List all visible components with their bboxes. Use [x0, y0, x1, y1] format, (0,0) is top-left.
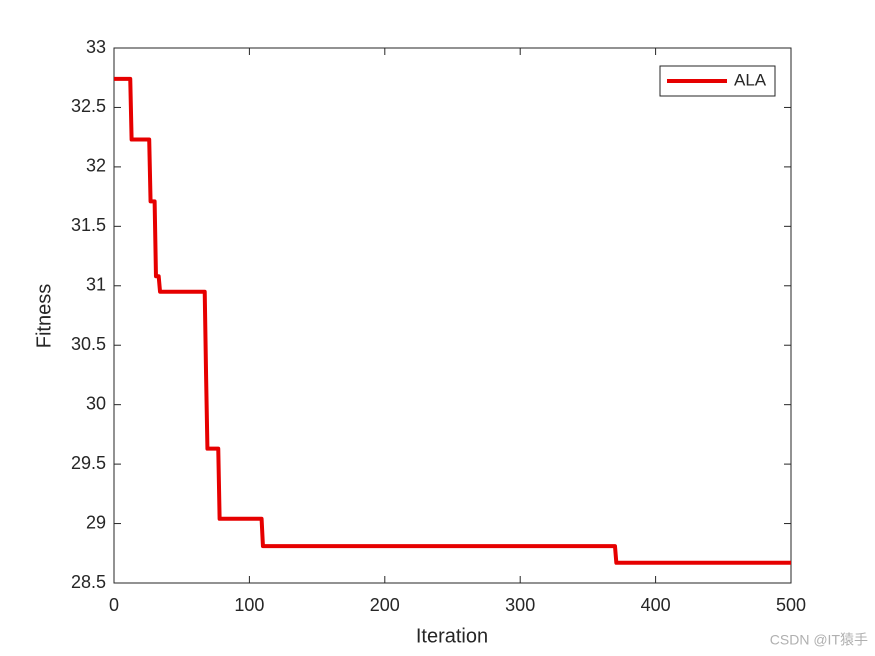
y-tick-label: 31: [86, 275, 106, 295]
x-tick-label: 500: [776, 595, 806, 615]
y-tick-label: 33: [86, 37, 106, 57]
y-tick-label: 29: [86, 512, 106, 532]
plot-frame: [113, 47, 792, 584]
x-tick-label: 0: [109, 595, 119, 615]
x-axis-label: Iteration: [416, 625, 488, 647]
x-tick-label: 400: [641, 595, 671, 615]
x-tick-label: 200: [370, 595, 400, 615]
y-axis-label: Fitness: [33, 284, 55, 348]
y-tick-label: 30.5: [71, 334, 106, 354]
watermark: CSDN @IT猿手: [770, 632, 868, 648]
x-tick-label: 300: [505, 595, 535, 615]
y-tick-label: 28.5: [71, 572, 106, 592]
y-tick-label: 32: [86, 156, 106, 176]
y-tick-label: 32.5: [71, 96, 106, 116]
y-tick-label: 30: [86, 393, 106, 413]
x-tick-label: 100: [234, 595, 264, 615]
legend-label: ALA: [734, 70, 767, 89]
y-tick-label: 29.5: [71, 453, 106, 473]
y-tick-label: 31.5: [71, 215, 106, 235]
line: [114, 76, 791, 565]
